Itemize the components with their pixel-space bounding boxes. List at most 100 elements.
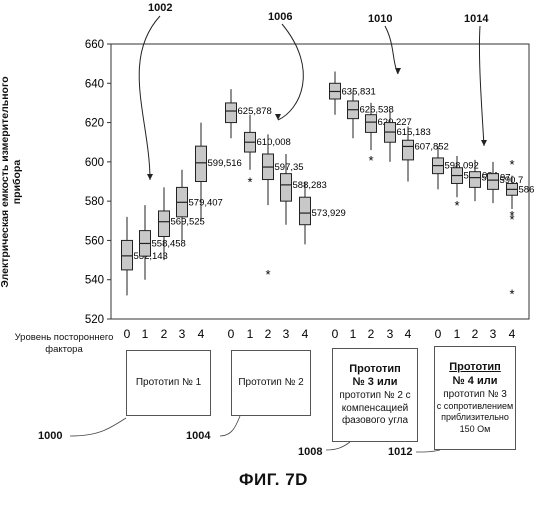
ref-numeral-1008: 1008 xyxy=(298,446,322,458)
x-level-label: 1 xyxy=(350,327,357,341)
reference-leader-curve xyxy=(385,26,398,74)
outlier-marker: * xyxy=(509,157,514,172)
boxplot-box: * 597,35 xyxy=(263,134,304,281)
caption-line: прототип № 2 с xyxy=(339,390,410,403)
y-tick-label: 540 xyxy=(85,275,104,287)
y-axis-title: Электрическая емкость измерительного при… xyxy=(0,62,23,302)
x-level-label: 1 xyxy=(142,327,149,341)
caption-text: Прототип № 2 xyxy=(238,377,303,390)
box-iqr xyxy=(122,240,133,269)
x-axis-title: Уровень постороннего фактора xyxy=(4,332,124,356)
ref-numeral-1010: 1010 xyxy=(368,13,392,25)
x-level-label: 3 xyxy=(387,327,394,341)
outlier-marker: * xyxy=(454,198,459,213)
x-level-label: 4 xyxy=(302,327,309,341)
box-iqr xyxy=(226,103,237,123)
caption-line: 150 Ом xyxy=(460,424,491,435)
caption-box-prototype-4: Прототип № 4 или прототип № 3 с сопротив… xyxy=(434,346,516,450)
y-tick-label: 640 xyxy=(85,78,104,90)
median-value-label: 615,183 xyxy=(397,127,431,138)
ref-numeral-1000: 1000 xyxy=(38,430,62,442)
box-iqr xyxy=(196,146,207,181)
reference-leader-arrowhead xyxy=(147,174,153,180)
reference-leader-curve xyxy=(278,24,303,120)
x-level-label: 4 xyxy=(198,327,205,341)
median-value-label: 626,538 xyxy=(360,105,394,116)
caption-box-prototype-3: Прототип № 3 или прототип № 2 с компенса… xyxy=(332,348,418,442)
reference-leader-arrowhead xyxy=(481,140,487,146)
caption-line: прототип № 3 xyxy=(443,389,507,402)
median-value-label: 588,283 xyxy=(293,180,327,191)
ref-numeral-1006: 1006 xyxy=(268,11,292,23)
x-level-label: 0 xyxy=(228,327,235,341)
x-level-label: 2 xyxy=(472,327,479,341)
boxplot-box: 590,7 xyxy=(488,162,524,203)
reference-leader-curve xyxy=(139,16,160,180)
ref-numeral-1004: 1004 xyxy=(186,430,210,442)
median-value-label: 607,852 xyxy=(415,141,449,152)
box-iqr xyxy=(281,174,292,202)
x-level-label: 0 xyxy=(124,327,131,341)
median-value-label: 586 xyxy=(519,184,535,195)
x-level-label: 0 xyxy=(332,327,339,341)
box-iqr xyxy=(488,174,499,190)
x-level-label: 0 xyxy=(435,327,442,341)
reference-leader-curve xyxy=(416,450,440,452)
y-tick-label: 520 xyxy=(85,314,104,326)
median-value-label: 569,525 xyxy=(171,217,205,228)
outlier-marker: * xyxy=(247,175,252,190)
box-iqr xyxy=(159,211,170,237)
box-iqr xyxy=(470,172,481,188)
y-tick-label: 580 xyxy=(85,196,104,208)
x-level-label: 2 xyxy=(161,327,168,341)
box-iqr xyxy=(300,197,311,225)
median-value-label: 597,35 xyxy=(275,162,304,173)
box-iqr xyxy=(366,115,377,133)
median-value-label: 558,458 xyxy=(152,238,186,249)
x-level-label: 2 xyxy=(265,327,272,341)
caption-line: приблизительно xyxy=(441,412,509,423)
caption-line: фазового угла xyxy=(342,415,408,428)
x-level-label: 3 xyxy=(490,327,497,341)
caption-line: № 4 или xyxy=(452,375,497,389)
outlier-marker: * xyxy=(265,267,270,282)
outlier-marker: * xyxy=(509,212,514,227)
y-tick-label: 620 xyxy=(85,118,104,130)
reference-leader-curve xyxy=(326,442,350,450)
y-tick-label: 660 xyxy=(85,39,104,51)
x-level-label: 4 xyxy=(509,327,516,341)
ref-numeral-1012: 1012 xyxy=(388,446,412,458)
caption-line: Прототип xyxy=(349,363,401,377)
ref-numeral-1014: 1014 xyxy=(464,13,488,25)
median-value-label: 635,831 xyxy=(342,86,376,97)
median-value-label: 573,929 xyxy=(312,208,346,219)
box-iqr xyxy=(403,140,414,160)
x-level-label: 3 xyxy=(179,327,186,341)
median-value-label: 610,008 xyxy=(257,137,291,148)
caption-box-prototype-2: Прототип № 2 xyxy=(231,350,311,416)
x-level-label: 3 xyxy=(283,327,290,341)
outlier-marker: * xyxy=(509,286,514,301)
outlier-marker: * xyxy=(368,153,373,168)
median-value-label: 625,878 xyxy=(238,106,272,117)
y-tick-label: 600 xyxy=(85,157,104,169)
caption-line: с сопротивлением xyxy=(437,401,513,412)
caption-text: Прототип № 1 xyxy=(136,377,201,390)
boxplot-box: 573,929 xyxy=(300,182,346,245)
reference-leader-arrowhead xyxy=(395,68,401,74)
reference-leader-curve xyxy=(70,418,126,436)
caption-line: Прототип xyxy=(449,361,501,375)
caption-line: компенсацией xyxy=(342,403,408,416)
x-level-label: 4 xyxy=(405,327,412,341)
y-tick-label: 560 xyxy=(85,235,104,247)
x-level-label: 1 xyxy=(454,327,461,341)
caption-box-prototype-1: Прототип № 1 xyxy=(126,350,211,416)
caption-line: № 3 или xyxy=(352,376,397,390)
figure-caption: ФИГ. 7D xyxy=(0,470,547,490)
x-level-label: 2 xyxy=(368,327,375,341)
ref-numeral-1002: 1002 xyxy=(148,2,172,14)
boxplot-box: 625,878 xyxy=(226,89,272,138)
median-value-label: 579,407 xyxy=(189,197,223,208)
reference-leader-curve xyxy=(220,416,240,436)
